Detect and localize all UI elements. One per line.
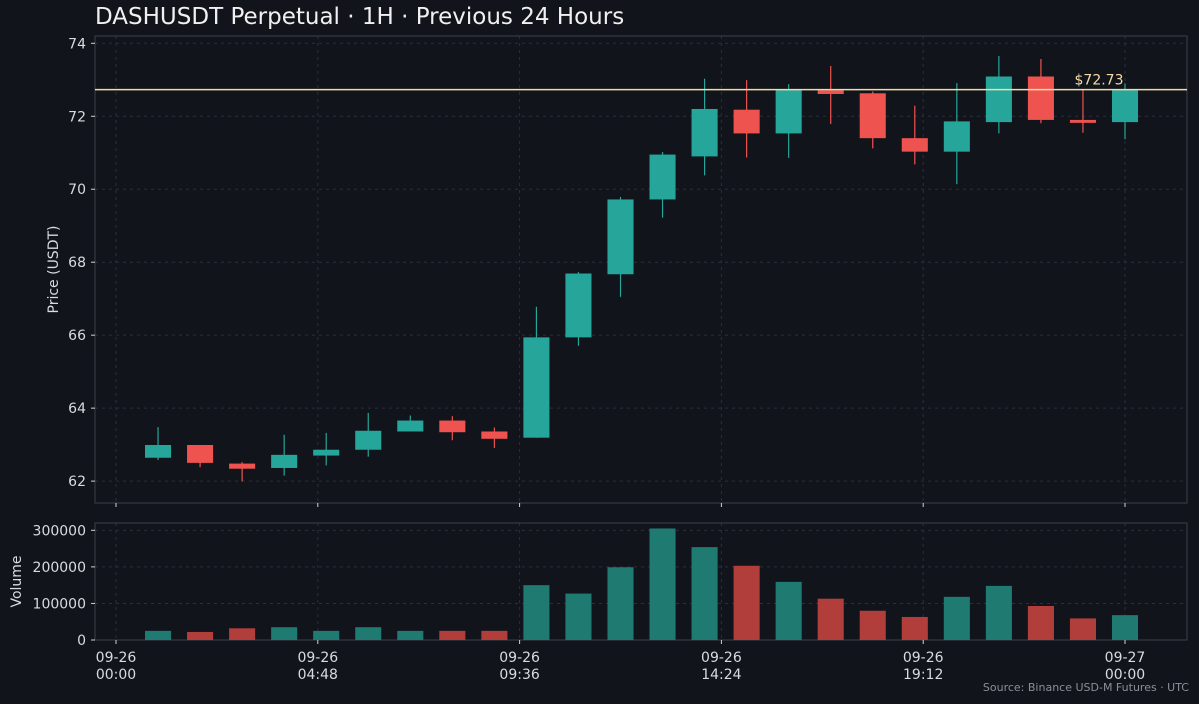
candle-body	[943, 121, 970, 152]
candle-body	[565, 273, 592, 338]
candle-body	[985, 76, 1012, 123]
price-tick-label: 70	[68, 182, 86, 198]
candle-body	[775, 89, 802, 134]
volume-bar	[649, 528, 676, 640]
volume-tick-label: 300000	[33, 523, 86, 539]
volume-bar	[775, 581, 802, 640]
price-axis-label: Price (USDT)	[46, 226, 62, 314]
volume-bar	[859, 610, 886, 640]
candle-body	[313, 449, 340, 456]
x-tick-label-date: 09-27	[1105, 650, 1146, 666]
volume-bar	[565, 593, 592, 640]
candle-body	[397, 420, 424, 432]
candle-body	[355, 430, 382, 450]
candle-body	[523, 337, 550, 438]
candle-body	[649, 154, 676, 200]
price-tick-label: 68	[68, 255, 86, 271]
x-tick-label-time: 09:36	[499, 667, 539, 683]
volume-axis-label: Volume	[9, 555, 25, 607]
candle-body	[1027, 76, 1054, 120]
x-tick-label-date: 09-26	[903, 650, 944, 666]
volume-bar	[817, 598, 844, 640]
volume-bar	[355, 627, 382, 640]
candle-body	[187, 444, 214, 463]
volume-bar	[691, 547, 718, 640]
x-tick-label-date: 09-26	[499, 650, 540, 666]
price-tick-label: 62	[68, 474, 86, 490]
candle-body	[1069, 119, 1096, 123]
volume-bar	[145, 630, 172, 640]
volume-bar	[985, 585, 1012, 640]
x-tick-label-date: 09-26	[96, 650, 137, 666]
x-tick-label-date: 09-26	[297, 650, 338, 666]
volume-bar	[1069, 618, 1096, 640]
volume-bar	[901, 616, 928, 640]
volume-bar	[943, 596, 970, 640]
price-panel-frame	[94, 35, 1188, 504]
candle-body	[817, 90, 844, 95]
current-price-label: $72.73	[1075, 73, 1124, 89]
candle-body	[271, 454, 298, 468]
x-tick-label-time: 04:48	[298, 667, 338, 683]
x-tick-label-time: 19:12	[903, 667, 943, 683]
candle-body	[1111, 89, 1139, 123]
volume-bar	[313, 630, 340, 640]
volume-bar	[271, 627, 298, 640]
price-tick-label: 72	[68, 109, 86, 125]
source-note: Source: Binance USD-M Futures · UTC	[982, 681, 1189, 694]
volume-bar	[439, 630, 466, 640]
volume-bar	[1111, 615, 1139, 640]
volume-bar	[523, 585, 550, 640]
candle-body	[439, 420, 466, 433]
candle-body	[481, 431, 508, 439]
volume-bar	[481, 630, 508, 640]
candle-body	[229, 463, 256, 469]
volume-bar	[607, 567, 634, 640]
volume-bar	[229, 628, 256, 640]
candle-body	[901, 138, 928, 152]
volume-bar	[1027, 605, 1054, 640]
x-tick-label-time: 00:00	[96, 667, 136, 683]
volume-panel-frame	[94, 522, 1188, 641]
volume-bar	[397, 630, 424, 640]
candle-body	[733, 109, 760, 134]
candle-body	[859, 93, 886, 139]
x-tick-label-time: 00:00	[1105, 667, 1145, 683]
candle-body	[607, 199, 634, 275]
price-tick-label: 66	[68, 328, 86, 344]
candle-body	[691, 108, 718, 157]
volume-tick-label: 200000	[33, 560, 86, 576]
volume-bar	[187, 631, 214, 640]
price-tick-label: 74	[68, 36, 86, 52]
x-tick-label-date: 09-26	[701, 650, 742, 666]
volume-bar	[733, 565, 760, 640]
x-tick-label-time: 14:24	[701, 667, 741, 683]
price-tick-label: 64	[68, 401, 86, 417]
candle-body	[145, 444, 172, 458]
volume-tick-label: 100000	[33, 596, 86, 612]
volume-tick-label: 0	[77, 633, 86, 649]
chart-title: DASHUSDT Perpetual · 1H · Previous 24 Ho…	[95, 4, 625, 30]
